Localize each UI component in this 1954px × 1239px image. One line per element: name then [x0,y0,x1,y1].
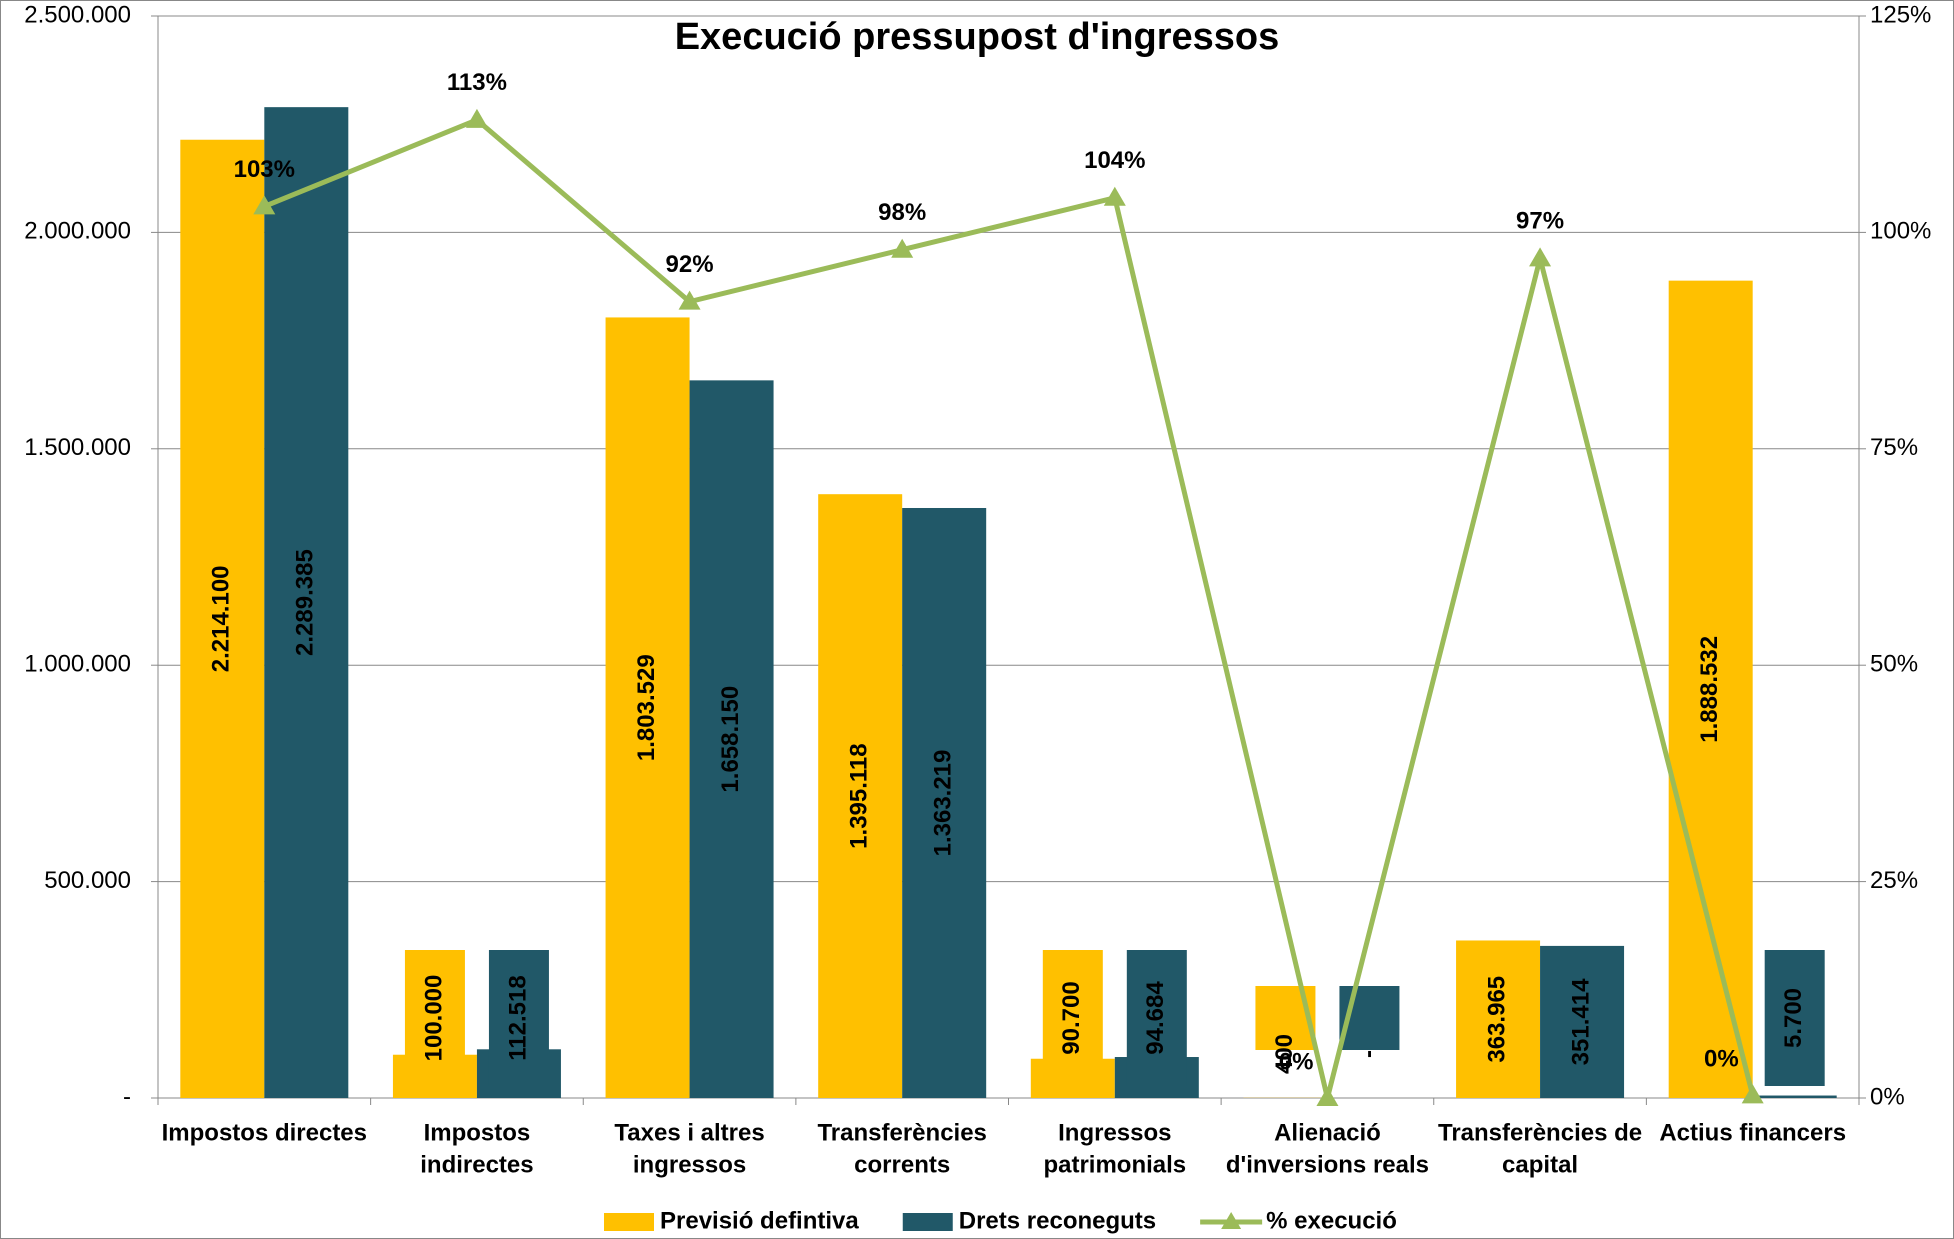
y2-tick-label: 0% [1870,1083,1905,1110]
line-marker [1741,1084,1764,1104]
y2-tick-label: 100% [1870,218,1931,245]
label-box [404,950,465,1086]
bar [1752,1095,1837,1098]
line-marker [678,290,701,310]
x-tick-label: Impostos [424,1119,531,1146]
data-label: 1.888.532 [1696,636,1723,743]
x-tick-label: corrents [854,1151,950,1178]
data-label: 112.518 [504,975,531,1060]
y2-tick-label: 125% [1870,1,1931,28]
x-tick-label: indirectes [420,1151,533,1178]
y2-tick-label: 25% [1870,867,1918,894]
data-label: 2.289.385 [292,549,319,656]
data-label: 351.414 [1567,978,1594,1065]
label-box [1764,950,1825,1086]
line [263,116,1756,1099]
legend-swatch [604,1213,654,1231]
line-marker [253,195,276,215]
y2-tick-label: 50% [1870,651,1918,678]
line-label: 0% [1704,1046,1739,1073]
line-label: 113% [447,69,507,96]
label-box [488,950,549,1086]
x-tick-label: Taxes i altres [614,1119,764,1146]
legend-marker [1221,1212,1242,1229]
data-label: 94.684 [1142,981,1169,1055]
line-label: 97% [1516,208,1564,235]
line-label: 98% [878,199,926,226]
line-marker [1529,247,1552,267]
legend-label: Drets reconeguts [959,1207,1156,1234]
bar [180,139,265,1098]
x-tick-label: Impostos directes [162,1119,367,1146]
y-tick-label: 2.000.000 [24,218,131,245]
line-label: 0% [1279,1048,1314,1075]
x-tick-label: Transferències de [1438,1119,1642,1146]
bar [1456,940,1541,1098]
x-tick-label: Transferències [817,1119,986,1146]
x-tick-label: patrimonials [1043,1151,1186,1178]
y-tick-label: - [123,1083,131,1110]
x-tick-label: Ingressos [1058,1119,1171,1146]
y-tick-label: 2.500.000 [24,1,131,28]
data-label: - [1355,1050,1382,1058]
data-label: 1.803.529 [633,654,660,761]
bar [902,507,987,1099]
data-label: 400 [1271,1034,1298,1074]
label-box [1126,950,1187,1086]
data-label: 1.363.219 [930,750,957,857]
x-tick-label: ingressos [633,1151,746,1178]
x-tick-label: d'inversions reals [1226,1151,1429,1178]
data-label: 1.658.150 [717,686,744,793]
bar [1668,280,1753,1099]
bar [1540,945,1625,1098]
line-label: 92% [666,251,714,278]
line-marker [465,108,488,128]
data-label: 100.000 [420,975,447,1062]
data-label: 363.965 [1483,976,1510,1063]
y-tick-label: 500.000 [44,867,131,894]
line-marker [1103,186,1126,206]
x-tick-label: Alienació [1274,1119,1381,1146]
label-box [1042,950,1103,1086]
legend-swatch [902,1213,953,1231]
x-tick-label: capital [1502,1151,1578,1178]
y-tick-label: 1.000.000 [24,651,131,678]
data-label: 1.395.118 [846,743,873,848]
bar [818,494,903,1098]
bar [264,107,349,1098]
legend-label: Previsió defintiva [660,1207,859,1234]
bar [605,317,690,1099]
data-label: 90.700 [1058,981,1085,1054]
chart-title: Execució pressupost d'ingressos [675,16,1280,58]
legend-label: % execució [1266,1207,1397,1234]
bar [689,380,774,1099]
line-label: 104% [1084,147,1145,174]
y-tick-label: 1.500.000 [24,434,131,461]
line-marker [1316,1087,1339,1106]
data-label: 2.214.100 [208,565,235,672]
line-marker [891,238,914,258]
line-label: 103% [234,156,295,183]
x-tick-label: Actius financers [1659,1119,1846,1146]
data-label: 5.700 [1780,988,1807,1048]
y2-tick-label: 75% [1870,434,1918,461]
